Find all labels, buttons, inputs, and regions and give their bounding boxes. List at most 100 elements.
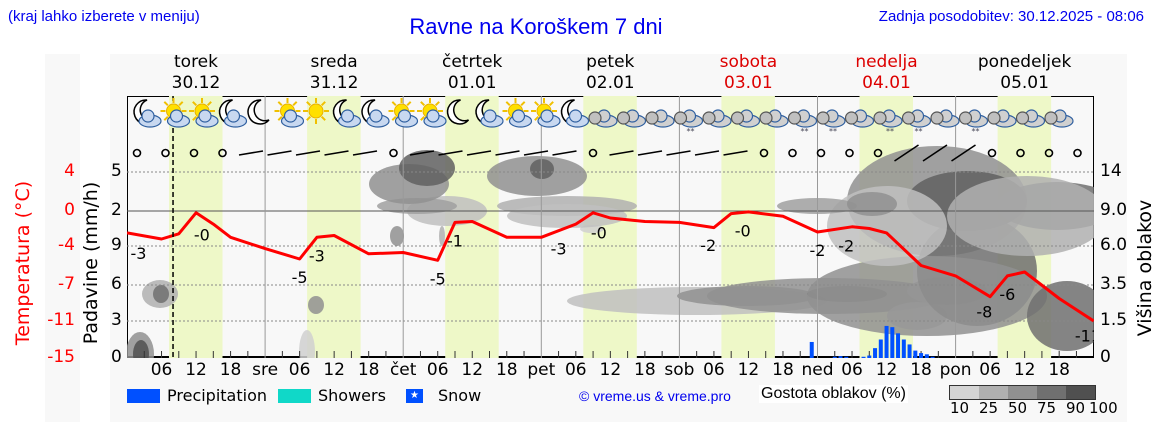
time-tick: ned [801,360,834,380]
time-tick: pet [527,360,556,380]
time-tick: 12 [461,360,484,380]
density-tick: 90 [1066,399,1086,417]
temperature-axis-label: Temperatura (°C) [12,180,34,346]
precip-tick: 5 [111,161,122,181]
time-tick: 06 [564,360,587,380]
svg-text:**: ** [801,127,809,136]
cloud-height-axis-label: Višina oblakov (km) [1134,199,1152,337]
cloud-icon [759,109,789,128]
precip-tick: 3 [111,310,122,330]
day-date: 30.12 [171,73,221,93]
cloud-tick: 9.0 [1100,200,1128,220]
cloud-icon [987,109,1017,128]
cloud-icon [673,109,704,128]
cloud-tick: 3.5 [1100,274,1128,294]
time-tick: 18 [772,360,794,380]
temp-tick: -11 [47,310,75,330]
time-tick: 12 [185,360,207,380]
svg-text:**: ** [886,127,894,136]
time-tick: 18 [357,360,380,380]
day-name: torek [174,52,218,72]
precipitation-axis-label: Padavine (mm/h) [80,181,102,345]
time-tick: 06 [288,360,311,380]
sun-cloud-icon [160,98,191,128]
time-tick: 12 [737,360,760,380]
svg-text:-2: -2 [810,241,826,260]
svg-text:-2: -2 [700,236,716,255]
day-name: četrtek [441,52,503,72]
cloud-tick: 1.5 [1100,310,1128,330]
time-tick: 12 [1013,360,1036,380]
temp-tick: -4 [58,235,75,255]
svg-text:-0: -0 [194,226,210,245]
cloud-density-scale [949,385,1096,400]
density-tick: 25 [979,399,999,417]
cloud-tick: 6.0 [1100,235,1128,255]
svg-text:-0: -0 [591,224,607,243]
density-tick: 10 [950,399,970,417]
cloud-icon [844,109,875,128]
svg-text:-11: -11 [1075,326,1094,345]
svg-text:-5: -5 [292,268,308,287]
time-tick: pon [939,360,972,380]
time-tick: 06 [841,360,863,380]
temp-tick: 4 [64,161,75,181]
time-tick: 18 [1048,360,1070,380]
svg-text:-3: -3 [309,246,325,265]
svg-text:-5: -5 [430,269,446,288]
day-date: 04.01 [862,73,911,93]
sun-icon [303,98,329,124]
density-tick: 100 [1089,399,1118,417]
cloud-icon [901,109,932,128]
precipitation-legend-label: Precipitation [167,386,268,405]
svg-text:**: ** [687,127,695,136]
cloud-icon [787,109,818,128]
temp-axis-panel [45,54,80,422]
moon-cloud-icon [475,99,504,128]
time-tick: 12 [323,360,345,380]
cloud-icon [930,109,960,128]
svg-text:-3: -3 [551,240,567,259]
day-name: sobota [719,52,778,72]
svg-text:-3: -3 [131,244,147,263]
time-tick: 06 [426,360,449,380]
cloud-tick: 14 [1100,161,1122,181]
time-tick: sob [664,360,695,380]
forecast-plot: -3-0-5-3-5-1-3-0-2-0-2-2-8-6-11*********… [127,96,1094,358]
precip-tick: 9 [111,235,122,255]
time-tick: 06 [979,360,1001,380]
sun-cloud-icon [189,98,219,128]
day-name: sreda [310,52,358,72]
forecast-chart-svg: -3-0-5-3-5-1-3-0-2-0-2-2-8-6-11*********… [127,96,1094,358]
credit-link[interactable]: © vreme.us & vreme.pro [579,388,731,404]
sun-cloud-icon [531,98,561,128]
precipitation-swatch [127,389,160,403]
sun-cloud-icon [417,98,447,128]
time-tick: 18 [634,360,656,380]
time-tick: 18 [495,360,518,380]
day-header: sobota 03.01 [679,52,817,94]
svg-text:-6: -6 [999,285,1015,304]
day-date: 03.01 [724,73,773,93]
day-header: ponedeljek 05.01 [956,52,1094,94]
time-tick: 12 [875,360,898,380]
cloud-icon [730,109,761,128]
page-title: Ravne na Koroškem 7 dni [409,14,663,39]
showers-swatch [278,389,311,403]
precip-tick: 0 [111,347,122,367]
day-header: sreda 31.12 [265,52,403,94]
svg-text:-1: -1 [447,231,463,250]
day-name: nedelja [855,52,918,72]
svg-text:**: ** [972,127,980,136]
cloud-icon [645,109,675,128]
sun-cloud-icon [388,98,419,128]
moon-icon [446,99,470,125]
svg-text:-8: -8 [976,303,992,322]
sun-cloud-icon [274,98,305,128]
moon-cloud-icon [218,99,248,128]
cloud-icon [616,109,647,128]
day-header: nedelja 04.01 [818,52,956,94]
day-name: ponedeljek [977,52,1072,72]
day-header: četrtek 01.01 [403,52,541,94]
cloud-density-label: Gostota oblakov (%) [759,385,908,403]
